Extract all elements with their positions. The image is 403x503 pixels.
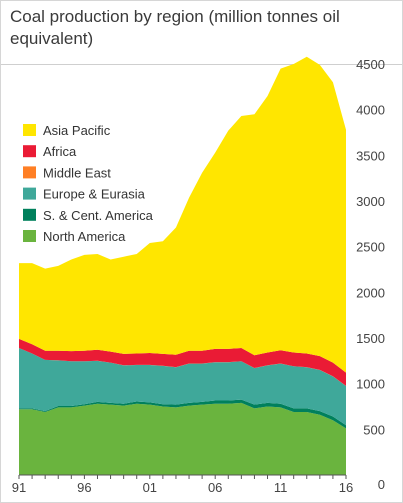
area-layers <box>19 56 346 475</box>
y-tick-label: 4500 <box>356 57 385 72</box>
y-tick-label: 2000 <box>356 285 385 300</box>
y-tick-label: 1500 <box>356 331 385 346</box>
legend-label: S. & Cent. America <box>43 208 154 223</box>
legend-label: Asia Pacific <box>43 123 111 138</box>
y-tick-label: 4000 <box>356 103 385 118</box>
x-tick-label: 11 <box>274 480 288 495</box>
y-tick-label: 0 <box>378 477 385 492</box>
legend-swatch <box>23 124 36 136</box>
x-axis: 91 96 01 06 11 16 <box>12 474 353 495</box>
area-africa <box>19 338 346 386</box>
area-asia-pacific <box>19 56 346 373</box>
y-tick-label: 3000 <box>356 194 385 209</box>
y-tick-label: 500 <box>363 422 385 437</box>
y-tick-label: 1000 <box>356 377 385 392</box>
legend: Asia Pacific Africa Middle East Europe & Eu… <box>23 123 154 244</box>
legend-swatch <box>23 208 36 221</box>
chart-title: Coal production by region (million tonne… <box>10 7 340 48</box>
legend-swatch <box>23 145 36 158</box>
area-europe-eurasia <box>19 348 346 426</box>
header-divider <box>1 64 402 65</box>
y-tick-label: 3500 <box>356 148 385 163</box>
legend-label: Europe & Eurasia <box>43 187 146 202</box>
legend-swatch <box>23 166 36 179</box>
y-axis: 0 500 1000 1500 2000 2500 3000 3500 4000 4500 <box>356 57 385 492</box>
legend-label: North America <box>43 229 126 244</box>
x-tick-label: 91 <box>12 480 26 495</box>
x-tick-label: 01 <box>143 480 157 495</box>
legend-swatch <box>23 187 36 200</box>
area-north-america <box>19 402 346 475</box>
legend-label: Middle East <box>43 165 111 180</box>
y-tick-label: 2500 <box>356 240 385 255</box>
area-s-cent-america <box>19 399 346 429</box>
legend-swatch <box>23 230 36 242</box>
x-tick-label: 16 <box>339 480 353 495</box>
legend-label: Africa <box>43 144 77 159</box>
x-tick-label: 96 <box>77 480 91 495</box>
x-tick-label: 06 <box>208 480 222 495</box>
